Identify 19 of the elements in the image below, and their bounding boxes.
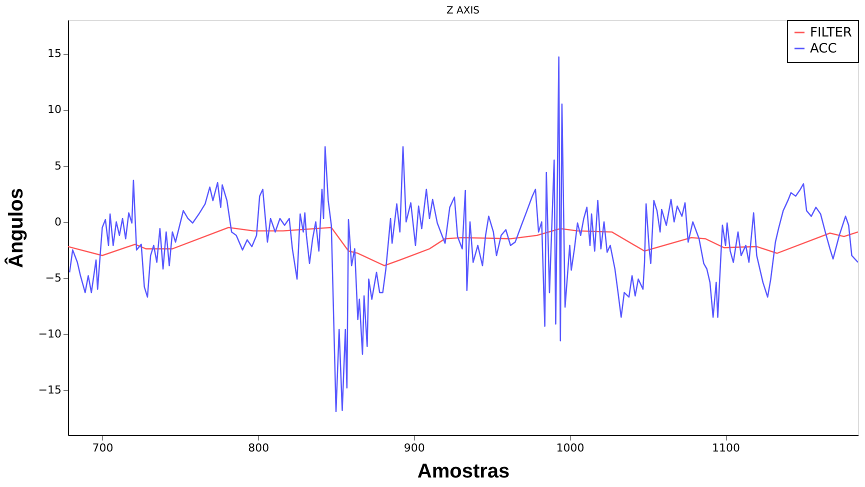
x-tick-label: 800 [248,442,270,454]
y-tick-label: −5 [45,271,62,284]
x-tick-label: 900 [404,442,425,454]
x-tick-label: 1000 [556,442,584,454]
y-tick-label: 0 [54,215,62,228]
legend-label: ACC [810,42,837,56]
x-tick-label: 700 [92,442,114,454]
chart-title: Z AXIS [446,6,480,16]
y-tick-label: −15 [38,384,62,397]
y-tick-label: 10 [48,103,62,116]
x-tick-label: 1100 [712,442,740,454]
line-series [68,56,858,412]
x-axis-title: Amostras [417,460,510,482]
line-series [68,226,858,266]
legend-label: FILTER [810,26,852,40]
y-tick-label: 5 [54,159,62,172]
y-tick-label: −10 [38,328,62,341]
y-tick-label: 15 [48,47,62,60]
y-axis-title: Ângulos [4,188,28,268]
